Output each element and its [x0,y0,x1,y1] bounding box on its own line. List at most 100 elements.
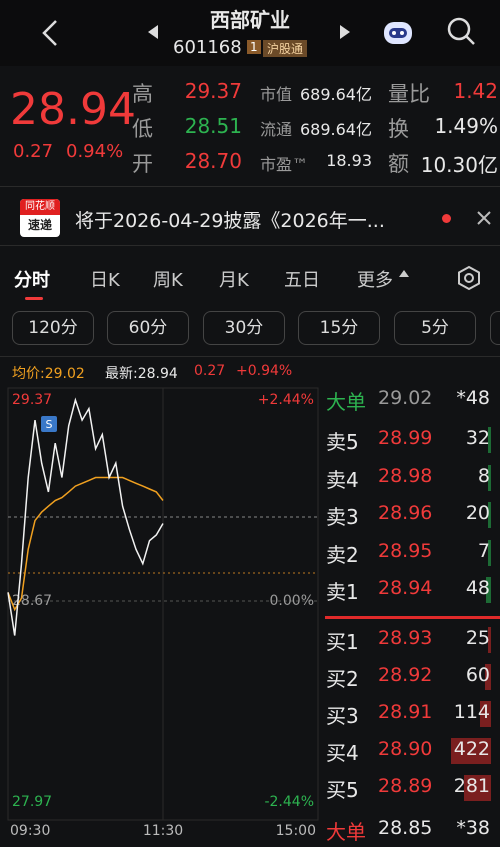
market-tag: 沪股通 [263,40,308,57]
pct-tick-label: -2.44% [264,794,314,810]
volume-bar [488,502,491,528]
book-label: 买1 [326,630,359,654]
logo-top: 同花顺 [20,199,60,215]
book-volume: 32 [465,427,490,449]
book-volume: 8 [477,464,490,487]
tab[interactable]: 周K [153,270,183,291]
interval-button[interactable]: 15分 [298,311,380,345]
search-icon[interactable] [445,15,477,47]
assistant-icon[interactable] [380,14,416,50]
book-price: 28.89 [378,775,433,797]
book-price: 28.91 [378,701,433,723]
book-price: 28.95 [378,539,433,562]
tab[interactable]: 更多 [357,270,393,291]
extra-value: 1.42 [453,79,498,103]
volume-bar [480,701,491,727]
book-volume: 114 [453,701,490,723]
x-tick-label: 11:30 [143,823,183,839]
latest-price: 最新:28.94 [105,366,178,382]
tab[interactable]: 日K [90,270,120,291]
book-label: 卖5 [326,430,359,454]
interval-button[interactable]: 60分 [107,311,189,345]
change-pct: 0.94% [66,141,124,162]
volume-bar [464,775,491,801]
book-label: 卖1 [326,580,359,604]
stat-label: 低 [132,117,153,141]
y-tick-label: 29.37 [12,392,52,408]
book-volume: 60 [465,664,490,686]
info-pct: +0.94% [236,363,293,379]
extra-label: 额 [388,152,409,176]
stock-name: 西部矿业 [210,8,290,32]
top-bar [0,0,500,66]
book-label: 买5 [326,778,359,802]
divider [0,245,500,246]
extra-value: 10.30亿 [420,153,498,177]
interval-button[interactable] [490,311,500,345]
y-tick-label: 27.97 [12,794,52,810]
settings-icon[interactable] [456,265,482,291]
book-label: 大单 [326,820,366,844]
pct-tick-label: +2.44% [258,392,314,408]
book-label: 卖2 [326,542,359,567]
extra-label: 量比 [388,82,430,106]
tab[interactable]: 分时 [14,270,50,291]
price-line [7,397,164,636]
stat-value: 28.51 [184,114,242,138]
book-price: 28.85 [378,817,433,839]
tab[interactable]: 月K [219,270,249,291]
metric-value: 689.64亿 [300,85,372,104]
book-price: 28.93 [378,627,433,649]
intraday-chart: 29.37 +2.44%28.67 0.00%27.97 -2.44%09:30 11:… [7,387,319,839]
unread-dot [442,214,451,223]
book-price: 28.90 [378,738,433,760]
book-label: 大单 [326,390,366,414]
book-divider [325,616,500,619]
metric-label: 流通 [260,120,293,139]
book-label: 买4 [326,741,359,765]
book-volume: 7 [477,539,490,562]
stat-label: 开 [132,152,153,176]
book-volume: *48 [456,387,490,409]
x-tick-label: 15:00 [276,823,316,839]
close-news[interactable] [476,210,492,226]
interval-button[interactable]: 5分 [394,311,476,345]
volume-bar [488,627,491,653]
back-button[interactable] [38,18,62,48]
volume-bar [486,577,491,603]
book-label: 买3 [326,704,359,728]
interval-button[interactable]: 30分 [203,311,285,345]
volume-bar [485,664,491,690]
avg-price: 均价:29.02 [12,366,85,382]
tab[interactable]: 五日 [284,270,320,291]
book-price: 29.02 [378,387,433,409]
signal-label: S [46,418,53,431]
book-volume: 48 [465,577,490,599]
book-price: 28.96 [378,502,433,524]
interval-button[interactable]: 120分 [12,311,94,345]
book-volume: 25 [465,627,490,649]
badge: 1 [247,40,261,54]
book-price: 28.94 [378,577,433,599]
volume-bar [488,539,491,566]
extra-label: 换 [388,117,409,141]
more-caret [399,270,409,277]
divider [0,356,500,357]
volume-bar [488,464,491,491]
book-volume: 20 [465,502,490,524]
news-text[interactable]: 将于2026-04-29披露《2026年一... [75,210,385,232]
info-change: 0.27 [194,363,226,379]
book-price: 28.98 [378,464,433,487]
stat-label: 高 [132,82,153,106]
prev-stock[interactable] [148,25,160,39]
volume-bar [451,738,491,764]
logo-bottom: 速递 [27,218,52,232]
next-stock[interactable] [340,25,352,39]
book-label: 买2 [326,667,359,691]
book-price: 28.92 [378,664,433,686]
metric-label: 市值 [260,85,293,104]
news-logo: 同花顺 速递 [20,199,60,237]
book-volume: 422 [453,738,490,760]
book-label: 卖3 [326,505,359,529]
